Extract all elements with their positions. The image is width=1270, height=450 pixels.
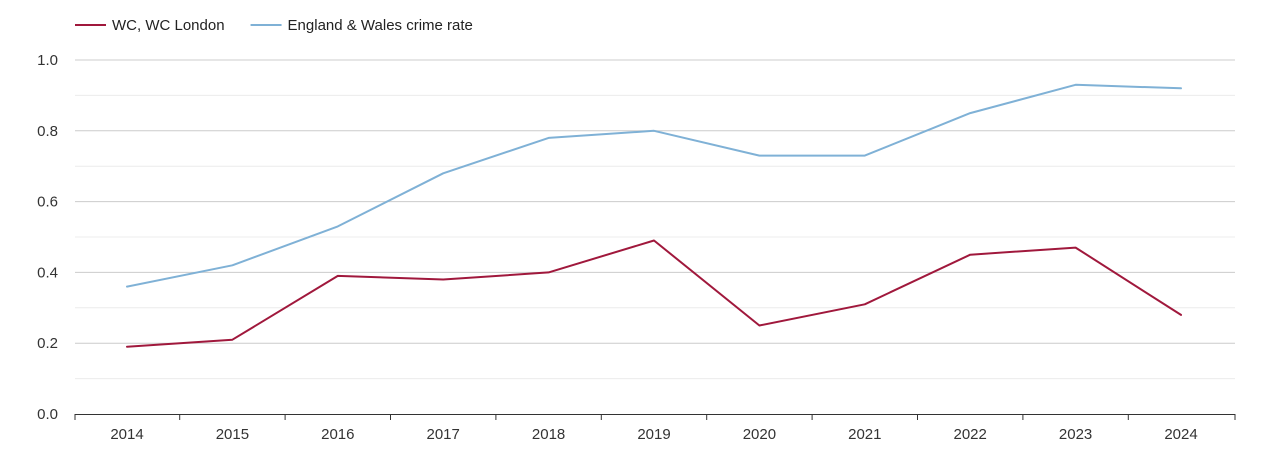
x-tick-label: 2015 (216, 426, 249, 443)
x-tick-label: 2016 (321, 426, 354, 443)
y-tick-label: 0.8 (37, 123, 58, 140)
series-line-2 (126, 83, 1182, 288)
x-axis: 2014 2015 2016 2017 2018 2019 2020 2021 2022 2023… (74, 414, 1236, 443)
y-tick-label: 0.0 (37, 406, 58, 423)
x-tick-label: 2019 (637, 426, 670, 443)
y-tick-label: 1.0 (37, 52, 58, 69)
x-tick-label: 2024 (1164, 426, 1197, 443)
x-tick-label: 2017 (427, 426, 460, 443)
legend-label: WC, WC London (112, 17, 225, 34)
x-tick-label: 2021 (848, 426, 881, 443)
y-tick-label: 0.6 (37, 194, 58, 211)
chart-gridlines (75, 59, 1235, 380)
x-tick-label: 2023 (1059, 426, 1092, 443)
y-tick-label: 0.4 (37, 264, 58, 281)
x-tick-label: 2022 (954, 426, 987, 443)
legend-label: England & Wales crime rate (288, 17, 473, 34)
chart-series (126, 83, 1182, 348)
series-line-1 (126, 239, 1182, 348)
y-tick-label: 0.2 (37, 335, 58, 352)
x-tick-label: 2020 (743, 426, 776, 443)
legend-item[interactable]: England & Wales crime rate (250, 17, 473, 34)
chart-legend: WC, WC London England & Wales crime rate (75, 17, 473, 34)
legend-item[interactable]: WC, WC London (75, 17, 225, 34)
x-tick-label: 2014 (110, 426, 143, 443)
x-tick-label: 2018 (532, 426, 565, 443)
y-axis: 0.0 0.2 0.4 0.6 0.8 1.0 (37, 52, 58, 423)
